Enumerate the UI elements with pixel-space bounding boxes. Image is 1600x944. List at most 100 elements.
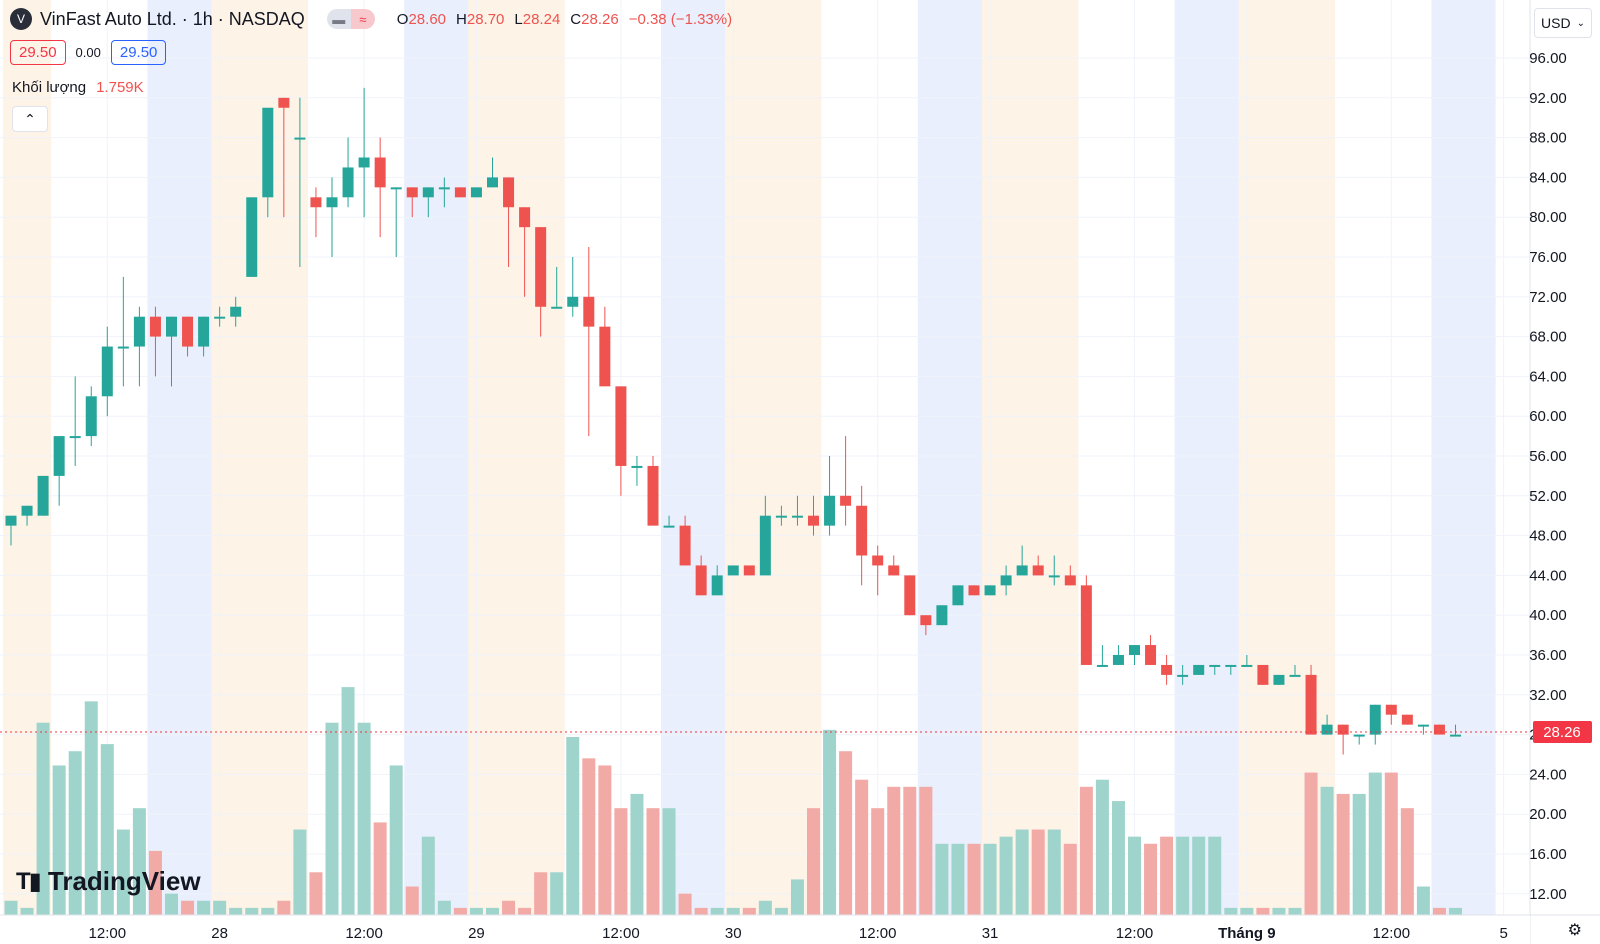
session-band — [211, 0, 308, 915]
volume-bar — [1063, 843, 1077, 915]
y-tick-label: 92.00 — [1529, 90, 1567, 107]
volume-bar — [823, 729, 837, 915]
candle-body — [182, 316, 194, 347]
session-band — [1238, 0, 1336, 915]
y-tick-label: 44.00 — [1529, 567, 1567, 584]
volume-bar — [1208, 836, 1222, 915]
x-tick-label: 12:00 — [345, 925, 383, 942]
tradingview-logo[interactable]: T▮ TradingView — [16, 866, 201, 897]
candle-body — [535, 227, 547, 307]
chart-style-toggle[interactable]: ▬ ≈ — [326, 9, 375, 29]
spread-value: 0.00 — [75, 45, 101, 60]
dash-icon[interactable]: ▬ — [326, 9, 351, 29]
volume-bar — [935, 843, 949, 915]
volume-bar — [1079, 786, 1093, 915]
candle-body — [1305, 674, 1317, 735]
volume-bar — [52, 765, 66, 915]
volume-bar — [502, 900, 516, 915]
session-band — [917, 0, 983, 915]
collapse-legend-button[interactable]: ⌃ — [12, 106, 48, 132]
candle-body — [647, 465, 659, 526]
candle-body — [872, 555, 884, 566]
approx-icon[interactable]: ≈ — [350, 9, 375, 29]
candle-body — [1145, 645, 1157, 665]
volume-bar — [405, 886, 419, 915]
candle-body — [21, 505, 33, 516]
volume-bar — [710, 907, 724, 915]
currency-select[interactable]: USD ⌄ — [1534, 8, 1592, 38]
volume-bar — [903, 786, 917, 915]
volume-bar — [726, 907, 740, 915]
candle-body — [583, 296, 595, 327]
x-tick-label: 12:00 — [602, 925, 640, 942]
candle-body — [149, 316, 161, 337]
candle-body — [1064, 575, 1076, 586]
volume-bar — [373, 822, 387, 915]
y-tick-label: 64.00 — [1529, 368, 1567, 385]
candle-body — [69, 436, 81, 439]
symbol-title[interactable]: VinFast Auto Ltd. · 1h · NASDAQ — [40, 8, 305, 29]
volume-bar — [341, 687, 355, 915]
chevron-down-icon: ⌄ — [1576, 17, 1585, 29]
volume-bar — [1128, 836, 1141, 915]
volume-bar — [1304, 772, 1318, 915]
candle-body — [1385, 704, 1397, 715]
candle-body — [166, 316, 177, 337]
y-tick-label: 32.00 — [1529, 687, 1567, 704]
candle-body — [856, 505, 868, 556]
candle-body — [1129, 645, 1140, 655]
volume-legend[interactable]: Khối lượng 1.759K — [12, 79, 144, 96]
candle-body — [1289, 674, 1301, 677]
volume-bar — [1288, 907, 1302, 915]
candle-body — [262, 107, 274, 198]
candle-body — [824, 495, 836, 526]
y-tick-label: 56.00 — [1529, 448, 1567, 465]
sell-button[interactable]: 29.50 — [10, 40, 66, 65]
volume-bar — [469, 907, 483, 915]
session-backgrounds — [2, 0, 1496, 915]
candle-body — [984, 585, 996, 596]
x-tick-label: 12:00 — [1373, 925, 1411, 942]
candle-body — [1161, 664, 1173, 675]
price-change: −0.38 (−1.33%) — [628, 10, 733, 28]
candle-body — [695, 565, 707, 596]
volume-bar — [309, 872, 323, 915]
x-tick-label: 29 — [468, 925, 485, 942]
candle-body — [1401, 714, 1413, 725]
candle-body — [920, 615, 932, 626]
candle-body — [487, 177, 498, 188]
y-tick-label: 76.00 — [1529, 249, 1567, 266]
buy-button[interactable]: 29.50 — [110, 40, 167, 65]
candle-body — [888, 565, 900, 576]
volume-bar — [1320, 786, 1334, 915]
gear-icon[interactable]: ⚙ — [1567, 922, 1582, 939]
candle-body — [679, 525, 691, 566]
volume-bar — [951, 843, 965, 915]
session-band — [725, 0, 822, 915]
session-band — [1174, 0, 1239, 915]
candle-body — [551, 306, 563, 309]
candle-body — [808, 515, 819, 526]
x-tick-label: 28 — [211, 925, 228, 942]
candle-body — [519, 207, 531, 228]
volume-bar — [839, 751, 853, 915]
volume-bar — [1449, 907, 1462, 915]
y-tick-label: 52.00 — [1529, 488, 1567, 505]
candle-body — [438, 187, 450, 190]
volume-bar — [197, 900, 211, 915]
candle-body — [775, 515, 787, 518]
y-tick-label: 40.00 — [1529, 607, 1567, 624]
symbol-logo-icon[interactable]: V — [10, 8, 32, 30]
volume-bar — [1192, 836, 1206, 915]
candle-body — [1096, 664, 1108, 667]
volume-bar — [148, 850, 162, 915]
volume-bar — [790, 879, 804, 915]
last-price-label: 28.26 — [1543, 724, 1581, 741]
volume-bar — [293, 829, 307, 915]
y-tick-label: 60.00 — [1529, 408, 1567, 425]
candle-body — [310, 197, 322, 208]
candle-body — [904, 575, 916, 616]
volume-bar — [871, 808, 885, 915]
